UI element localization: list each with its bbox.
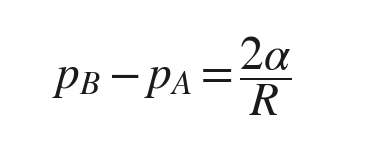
- Text: $p_B - p_A = \dfrac{2\alpha}{R}$: $p_B - p_A = \dfrac{2\alpha}{R}$: [52, 35, 292, 118]
